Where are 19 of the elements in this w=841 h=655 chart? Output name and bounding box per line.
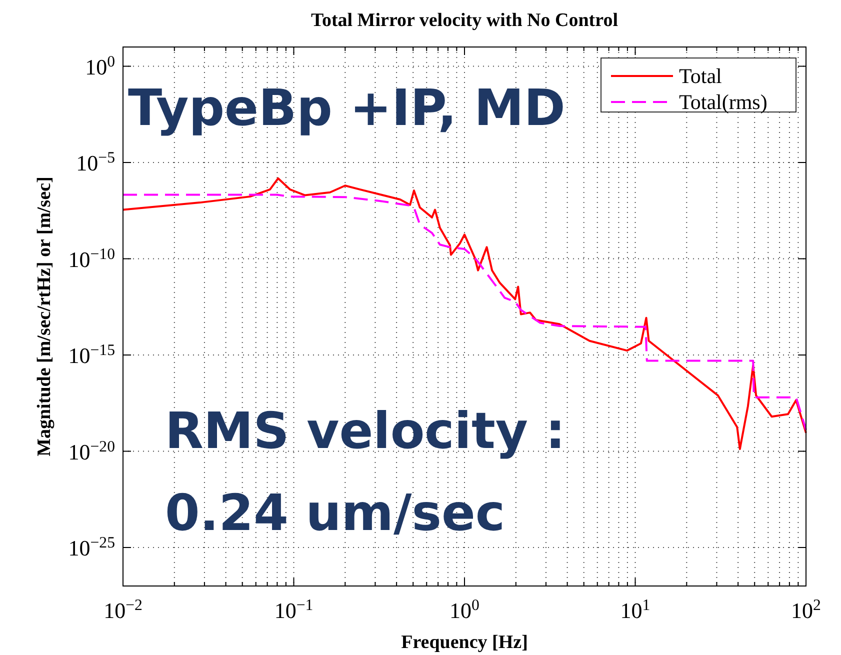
y-tick-label: 10$^{−15}$ [68,342,116,368]
x-tick-label: 10$^{2}$ [791,596,822,623]
x-tick-label: 10$^{−2}$ [104,596,143,623]
y-tick-label: 10$^{0}$ [85,52,116,80]
chart-title: Total Mirror velocity with No Control [311,10,618,31]
x-tick-label: 10$^{1}$ [620,596,650,623]
y-tick-label: 10$^{−10}$ [68,245,116,272]
y-axis-title: Magnitude [m/sec/rtHz] or [m/sec] [34,176,55,456]
legend-label: Total(rms) [679,90,768,114]
x-tick-label: 10$^{−1}$ [274,596,314,623]
y-tick-label: 10$^{−25}$ [68,534,116,560]
x-axis-title: Frequency [Hz] [401,632,528,653]
y-tick-label: 10$^{−5}$ [76,149,116,176]
annotation: TypeBp +IP, MD [128,79,566,137]
annotation: RMS velocity : [165,402,566,460]
legend-label: Total [679,64,722,88]
y-tick-label: 10$^{−20}$ [68,438,116,464]
x-tick-label: 10$^{0}$ [450,596,480,623]
annotation: 0.24 um/sec [165,484,506,542]
